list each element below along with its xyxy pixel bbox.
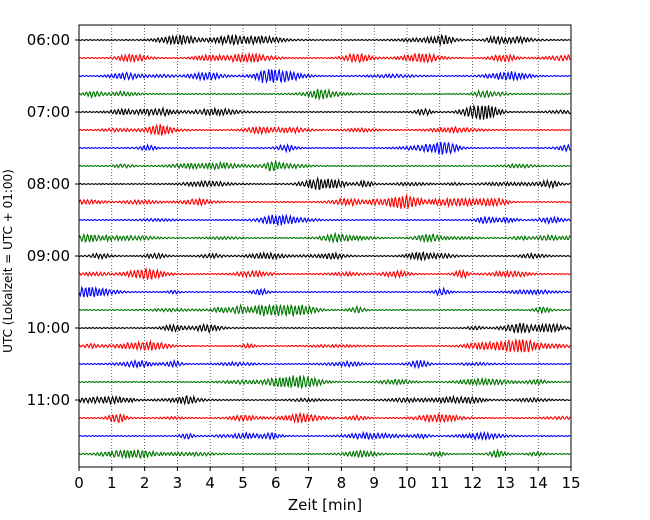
x-tick-label: 3 bbox=[173, 474, 183, 492]
trace-0945 bbox=[78, 302, 571, 318]
trace-0630 bbox=[78, 68, 571, 84]
x-tick-label: 12 bbox=[463, 474, 482, 492]
x-tick-label: 10 bbox=[397, 474, 416, 492]
trace-1000 bbox=[78, 322, 571, 335]
trace-0815 bbox=[78, 194, 571, 209]
trace-1045 bbox=[78, 374, 571, 390]
trace-0715 bbox=[78, 123, 571, 136]
trace-0600 bbox=[78, 33, 571, 47]
trace-0830 bbox=[78, 213, 571, 227]
y-tick-label: 10:00 bbox=[27, 319, 70, 337]
trace-1130 bbox=[78, 430, 571, 441]
trace-0930 bbox=[78, 285, 571, 298]
trace-0745 bbox=[78, 160, 571, 172]
y-tick-label: 06:00 bbox=[27, 31, 70, 49]
x-tick-label: 11 bbox=[430, 474, 449, 492]
seismic-traces bbox=[78, 33, 571, 460]
trace-0615 bbox=[78, 51, 571, 64]
x-tick-label: 1 bbox=[107, 474, 117, 492]
x-tick-label: 8 bbox=[337, 474, 347, 492]
trace-1030 bbox=[78, 358, 571, 370]
trace-0900 bbox=[78, 250, 571, 262]
y-axis-label: UTC (Lokalzeit = UTC + 01:00) bbox=[1, 169, 15, 353]
x-tick-label: 2 bbox=[140, 474, 150, 492]
trace-0845 bbox=[78, 231, 571, 244]
plot-frame bbox=[78, 24, 572, 468]
trace-1145 bbox=[78, 448, 571, 460]
trace-0700 bbox=[78, 104, 571, 120]
x-tick-label: 15 bbox=[561, 474, 580, 492]
x-tick-label: 7 bbox=[304, 474, 314, 492]
trace-1115 bbox=[78, 411, 571, 424]
x-tick-label: 14 bbox=[529, 474, 548, 492]
x-tick-label: 9 bbox=[369, 474, 379, 492]
trace-0800 bbox=[78, 176, 571, 190]
trace-0645 bbox=[78, 88, 571, 101]
x-axis-label: Zeit [min] bbox=[288, 496, 362, 514]
x-tick-label: 6 bbox=[271, 474, 281, 492]
y-tick-label: 09:00 bbox=[27, 247, 70, 265]
y-tick-label: 11:00 bbox=[27, 391, 70, 409]
x-tick-label: 5 bbox=[238, 474, 248, 492]
y-axis-ticks: 06:00 07:00 08:00 09:00 10:00 11:00 bbox=[27, 31, 79, 409]
y-tick-label: 07:00 bbox=[27, 103, 70, 121]
x-tick-label: 13 bbox=[496, 474, 515, 492]
x-tick-label: 4 bbox=[205, 474, 215, 492]
x-axis-ticks: 0 1 2 3 4 5 6 7 8 9 10 11 12 13 14 15 bbox=[74, 467, 581, 492]
y-tick-label: 08:00 bbox=[27, 175, 70, 193]
trace-1100 bbox=[78, 394, 571, 406]
trace-0915 bbox=[78, 267, 571, 280]
trace-0730 bbox=[78, 141, 571, 155]
x-tick-label: 0 bbox=[74, 474, 84, 492]
trace-1015 bbox=[78, 338, 571, 354]
